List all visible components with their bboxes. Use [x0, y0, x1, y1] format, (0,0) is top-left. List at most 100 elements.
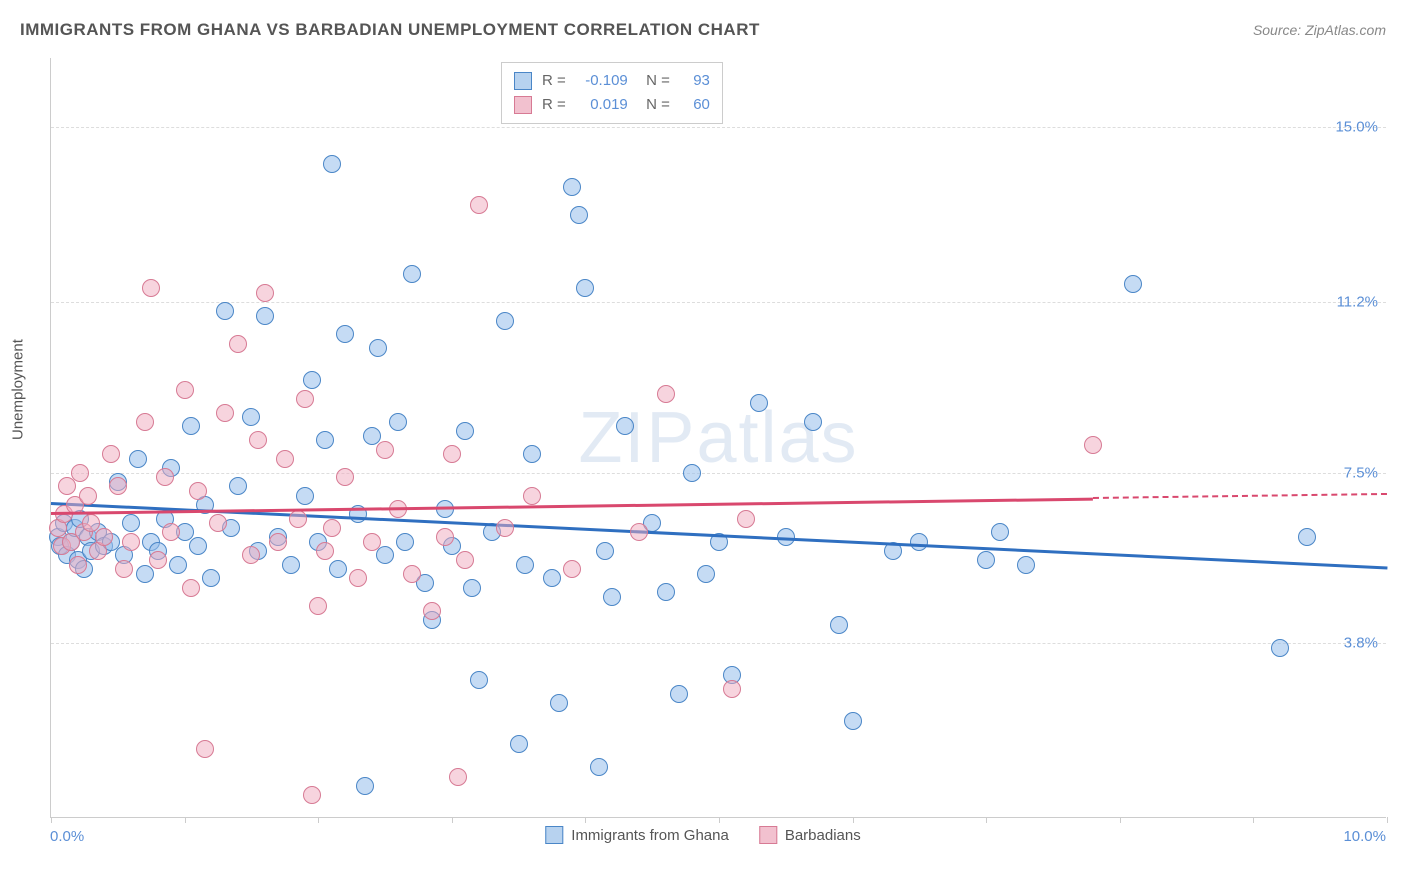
x-tick — [986, 817, 987, 823]
scatter-point-barbadians — [102, 445, 120, 463]
scatter-point-barbadians — [657, 385, 675, 403]
scatter-point-ghana — [496, 312, 514, 330]
scatter-point-ghana — [229, 477, 247, 495]
scatter-point-ghana — [576, 279, 594, 297]
scatter-point-barbadians — [122, 533, 140, 551]
scatter-point-ghana — [316, 431, 334, 449]
scatter-point-ghana — [216, 302, 234, 320]
stats-row-barbadians: R =0.019 N =60 — [514, 93, 710, 117]
scatter-point-barbadians — [1084, 436, 1102, 454]
scatter-point-barbadians — [176, 381, 194, 399]
stat-r-value: 0.019 — [576, 93, 628, 117]
scatter-point-barbadians — [182, 579, 200, 597]
scatter-point-barbadians — [269, 533, 287, 551]
scatter-point-ghana — [182, 417, 200, 435]
stats-legend: R =-0.109 N =93R = 0.019 N = 60 — [501, 62, 723, 124]
legend-swatch-icon — [514, 72, 532, 90]
x-tick — [853, 817, 854, 823]
scatter-point-barbadians — [229, 335, 247, 353]
scatter-point-barbadians — [109, 477, 127, 495]
scatter-point-barbadians — [216, 404, 234, 422]
stat-n-value: 60 — [680, 93, 710, 117]
legend-swatch-icon — [514, 96, 532, 114]
scatter-point-ghana — [403, 265, 421, 283]
scatter-point-barbadians — [242, 546, 260, 564]
x-tick — [452, 817, 453, 823]
scatter-point-barbadians — [115, 560, 133, 578]
bottom-legend: Immigrants from Ghana Barbadians — [545, 826, 860, 844]
scatter-point-barbadians — [189, 482, 207, 500]
scatter-point-ghana — [910, 533, 928, 551]
scatter-point-ghana — [543, 569, 561, 587]
scatter-point-ghana — [369, 339, 387, 357]
scatter-point-ghana — [804, 413, 822, 431]
scatter-point-ghana — [202, 569, 220, 587]
scatter-point-barbadians — [496, 519, 514, 537]
scatter-point-ghana — [697, 565, 715, 583]
scatter-point-ghana — [129, 450, 147, 468]
scatter-point-barbadians — [363, 533, 381, 551]
scatter-point-ghana — [657, 583, 675, 601]
scatter-point-ghana — [329, 560, 347, 578]
scatter-point-ghana — [830, 616, 848, 634]
scatter-point-ghana — [242, 408, 260, 426]
scatter-point-barbadians — [303, 786, 321, 804]
scatter-point-ghana — [750, 394, 768, 412]
title-bar: IMMIGRANTS FROM GHANA VS BARBADIAN UNEMP… — [20, 20, 1386, 40]
scatter-point-barbadians — [723, 680, 741, 698]
stats-row-ghana: R =-0.109 N =93 — [514, 69, 710, 93]
scatter-point-ghana — [463, 579, 481, 597]
scatter-point-barbadians — [136, 413, 154, 431]
scatter-point-ghana — [456, 422, 474, 440]
stat-n-label: N = — [638, 93, 670, 117]
scatter-point-barbadians — [403, 565, 421, 583]
x-axis-max-label: 10.0% — [1343, 828, 1386, 845]
scatter-point-barbadians — [563, 560, 581, 578]
legend-label: Immigrants from Ghana — [571, 827, 729, 844]
scatter-point-barbadians — [289, 510, 307, 528]
legend-swatch-icon — [545, 826, 563, 844]
scatter-point-barbadians — [162, 523, 180, 541]
scatter-point-barbadians — [443, 445, 461, 463]
scatter-point-ghana — [396, 533, 414, 551]
scatter-point-barbadians — [376, 441, 394, 459]
scatter-point-barbadians — [196, 740, 214, 758]
gridline — [51, 302, 1386, 303]
stat-r-label: R = — [542, 69, 566, 93]
legend-item: Barbadians — [759, 826, 861, 844]
scatter-point-ghana — [516, 556, 534, 574]
scatter-point-ghana — [323, 155, 341, 173]
x-tick — [1253, 817, 1254, 823]
x-tick — [51, 817, 52, 823]
scatter-point-ghana — [336, 325, 354, 343]
scatter-point-ghana — [570, 206, 588, 224]
scatter-point-barbadians — [71, 464, 89, 482]
scatter-point-ghana — [523, 445, 541, 463]
scatter-point-ghana — [189, 537, 207, 555]
scatter-point-ghana — [303, 371, 321, 389]
scatter-point-ghana — [1124, 275, 1142, 293]
scatter-point-barbadians — [436, 528, 454, 546]
scatter-point-barbadians — [58, 477, 76, 495]
legend-swatch-icon — [759, 826, 777, 844]
x-tick — [185, 817, 186, 823]
watermark: ZIPatlas — [578, 397, 858, 479]
y-tick-label: 3.8% — [1344, 634, 1378, 651]
y-tick-label: 7.5% — [1344, 464, 1378, 481]
scatter-point-ghana — [550, 694, 568, 712]
scatter-plot-area: ZIPatlas R =-0.109 N =93R = 0.019 N = 60 3… — [50, 58, 1386, 818]
scatter-point-ghana — [169, 556, 187, 574]
scatter-point-barbadians — [323, 519, 341, 537]
scatter-point-ghana — [1017, 556, 1035, 574]
source-label: Source: — [1253, 22, 1301, 38]
x-tick — [585, 817, 586, 823]
legend-item: Immigrants from Ghana — [545, 826, 729, 844]
scatter-point-barbadians — [69, 556, 87, 574]
scatter-point-ghana — [603, 588, 621, 606]
scatter-point-barbadians — [209, 514, 227, 532]
scatter-point-ghana — [470, 671, 488, 689]
scatter-point-barbadians — [276, 450, 294, 468]
scatter-point-barbadians — [336, 468, 354, 486]
source-value: ZipAtlas.com — [1305, 22, 1386, 38]
y-tick-label: 11.2% — [1337, 294, 1378, 311]
